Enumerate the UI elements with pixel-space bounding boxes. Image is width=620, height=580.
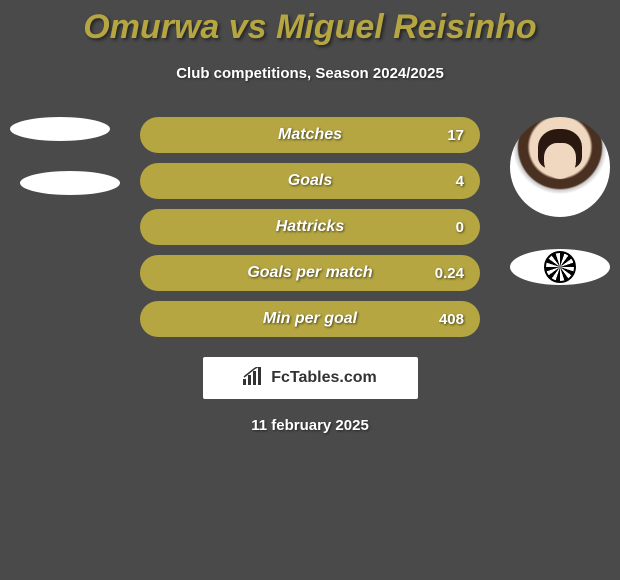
stat-value-right: 17 <box>447 127 464 144</box>
stat-label: Hattricks <box>276 218 344 236</box>
player-left-badge-placeholder <box>20 171 120 195</box>
stat-value-right: 4 <box>456 173 464 190</box>
page-title: Omurwa vs Miguel Reisinho <box>0 0 620 47</box>
stat-label: Matches <box>278 126 342 144</box>
stat-label: Goals <box>288 172 332 190</box>
stat-value-right: 0 <box>456 219 464 236</box>
player-right-avatar <box>510 117 610 217</box>
stat-bar-goals-per-match: Goals per match 0.24 <box>140 255 480 291</box>
stat-label: Min per goal <box>263 310 357 328</box>
brand-box[interactable]: FcTables.com <box>203 357 418 399</box>
player-right-badge <box>510 249 610 285</box>
stat-bar-hattricks: Hattricks 0 <box>140 209 480 245</box>
player-right-column <box>510 117 610 285</box>
date-text: 11 february 2025 <box>0 417 620 434</box>
subtitle: Club competitions, Season 2024/2025 <box>0 65 620 82</box>
chart-icon <box>243 367 265 390</box>
stat-bar-matches: Matches 17 <box>140 117 480 153</box>
stat-label: Goals per match <box>247 264 372 282</box>
stat-value-right: 0.24 <box>435 265 464 282</box>
comparison-content: Matches 17 Goals 4 Hattricks 0 Goals per… <box>0 117 620 434</box>
player-left-avatar-placeholder <box>10 117 110 141</box>
stat-bar-goals: Goals 4 <box>140 163 480 199</box>
brand-text: FcTables.com <box>271 369 377 387</box>
stats-list: Matches 17 Goals 4 Hattricks 0 Goals per… <box>140 117 480 337</box>
stat-bar-min-per-goal: Min per goal 408 <box>140 301 480 337</box>
stat-value-right: 408 <box>439 311 464 328</box>
player-left-column <box>10 117 120 195</box>
